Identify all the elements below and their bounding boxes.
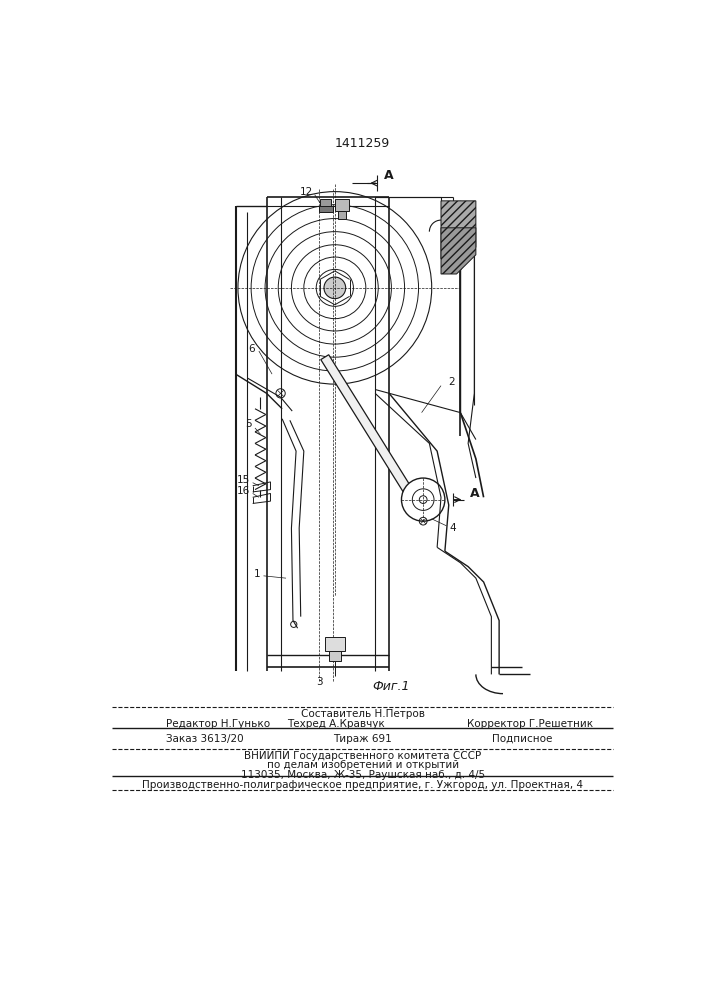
Circle shape [402, 478, 445, 521]
Text: Фиг.1: Фиг.1 [372, 680, 409, 693]
Text: 6: 6 [248, 344, 255, 354]
Text: A: A [383, 169, 393, 182]
Text: 1: 1 [254, 569, 261, 579]
Circle shape [419, 496, 427, 503]
Text: по делам изобретений и открытий: по делам изобретений и открытий [267, 760, 459, 770]
Text: 3: 3 [316, 677, 322, 687]
Text: ВНИИПИ Государственного комитета СССР: ВНИИПИ Государственного комитета СССР [244, 751, 481, 761]
Text: 1411259: 1411259 [335, 137, 390, 150]
Text: A: A [469, 487, 479, 500]
Polygon shape [321, 355, 426, 515]
Text: 12: 12 [300, 187, 313, 197]
Text: 113035, Москва, Ж-35, Раушская наб., д. 4/5: 113035, Москва, Ж-35, Раушская наб., д. … [240, 770, 485, 780]
Text: 16: 16 [237, 486, 250, 496]
Text: Подписное: Подписное [492, 734, 553, 744]
Text: 2: 2 [448, 377, 455, 387]
Text: Редактор Н.Гунько: Редактор Н.Гунько [166, 719, 270, 729]
Circle shape [324, 277, 346, 299]
Bar [319, 206, 332, 212]
Text: 15: 15 [237, 475, 250, 485]
Text: Составитель Н.Петров: Составитель Н.Петров [300, 709, 425, 719]
Bar [335, 199, 349, 211]
Bar [329, 651, 341, 661]
Text: 5: 5 [245, 419, 252, 429]
Polygon shape [441, 228, 476, 274]
Text: Производственно-полиграфическое предприятие, г. Ужгород, ул. Проектная, 4: Производственно-полиграфическое предприя… [142, 780, 583, 790]
Text: Тираж 691: Тираж 691 [333, 734, 392, 744]
Bar [338, 211, 346, 219]
Text: Корректор Г.Решетник: Корректор Г.Решетник [467, 719, 593, 729]
Text: 4: 4 [450, 523, 456, 533]
Bar [325, 637, 345, 651]
Text: Заказ 3613/20: Заказ 3613/20 [166, 734, 243, 744]
Polygon shape [441, 201, 476, 270]
Bar [320, 199, 331, 206]
Text: Техред А.Кравчук: Техред А.Кравчук [288, 719, 385, 729]
